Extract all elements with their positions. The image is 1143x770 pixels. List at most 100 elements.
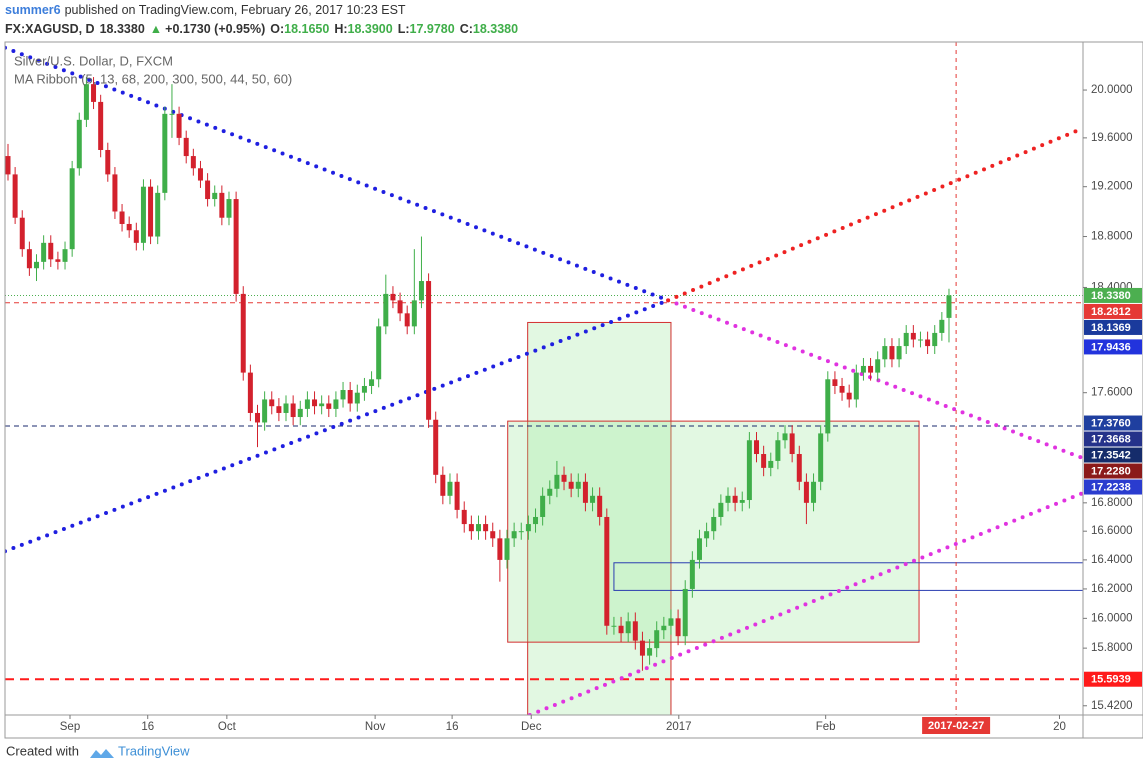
price-label-box <box>1084 671 1142 687</box>
candle-body <box>682 588 688 637</box>
candle-body <box>254 412 260 423</box>
candle-body <box>832 379 838 386</box>
y-tick-label: 15.4200 <box>1091 700 1133 712</box>
candle-body <box>155 192 161 237</box>
price-label: 17.2280 <box>1091 465 1131 477</box>
price-label-box <box>1084 339 1142 355</box>
candle-body <box>333 399 339 409</box>
legend-study: MA Ribbon (5, 13, 68, 200, 300, 500, 44,… <box>14 71 292 86</box>
candle-body <box>376 326 382 380</box>
y-tick-label: 16.0000 <box>1091 612 1133 624</box>
candle-body <box>433 419 439 475</box>
candle-body <box>369 379 375 386</box>
candle-body <box>397 300 403 314</box>
price-label: 17.3760 <box>1091 417 1131 429</box>
candle-body <box>939 319 945 333</box>
footer-brand[interactable]: TradingView <box>118 743 190 758</box>
footer-created: Created with <box>6 743 79 758</box>
candle-body <box>212 192 218 200</box>
price-label: 17.3668 <box>1091 433 1131 445</box>
y-tick-label: 20.0000 <box>1091 84 1133 96</box>
candle-body <box>875 359 881 373</box>
candle-body <box>69 168 75 250</box>
price-label-box <box>1084 447 1142 463</box>
zone-rect <box>613 562 1083 591</box>
candle-body <box>761 454 767 468</box>
symbol-line: FX:XAGUSD, D 18.3380 ▲ +0.1730 (+0.95%) O:18… <box>5 22 518 36</box>
candle-body <box>112 174 118 212</box>
price-label: 15.5939 <box>1091 674 1131 686</box>
x-tick-label: 20 <box>1053 721 1066 733</box>
l-key: L: <box>398 22 410 36</box>
candle-body <box>475 524 481 532</box>
price-label-box <box>1084 463 1142 479</box>
candle-body <box>233 199 239 294</box>
y-tick-label: 18.8000 <box>1091 231 1133 243</box>
axes: 20.000019.600019.200018.800018.400017.60… <box>60 84 1142 734</box>
candle-body <box>247 372 253 413</box>
x-tick-label: Sep <box>60 721 80 733</box>
candle-body <box>404 313 410 327</box>
candle-body <box>932 332 938 347</box>
candle-body <box>55 259 61 262</box>
candle-body <box>789 433 795 455</box>
candle-body <box>26 249 32 269</box>
candle-body <box>668 618 674 626</box>
candle-body <box>732 495 738 503</box>
date-marker-box <box>922 717 991 734</box>
author[interactable]: summer6 <box>5 3 61 17</box>
candle-body <box>41 242 47 262</box>
candle-body <box>418 281 424 301</box>
candle-body <box>283 403 289 413</box>
candle-body <box>946 295 952 318</box>
price-label-box <box>1084 319 1142 335</box>
y-tick-label: 19.6000 <box>1091 132 1133 144</box>
candle-body <box>704 531 710 539</box>
candle-body <box>611 625 617 627</box>
y-tick-label: 16.8000 <box>1091 497 1133 509</box>
trend-line <box>666 127 1083 303</box>
candle-body <box>197 168 203 181</box>
candle-body <box>19 217 25 250</box>
candle-body <box>76 119 82 169</box>
candle-body <box>725 495 731 503</box>
candle-body <box>490 531 496 539</box>
candle-body <box>105 149 111 175</box>
x-tick-label: Nov <box>365 721 386 733</box>
candle-body <box>34 261 40 269</box>
candle-body <box>889 346 895 360</box>
candle-body <box>675 618 681 637</box>
candle-body <box>696 538 702 560</box>
x-tick-label: Oct <box>218 721 237 733</box>
candle-body <box>411 300 417 327</box>
price-label: 17.2238 <box>1091 481 1131 493</box>
candle-body <box>575 481 581 489</box>
candle-body <box>262 399 268 423</box>
symbol: FX:XAGUSD, D <box>5 22 95 36</box>
y-tick-label: 17.6000 <box>1091 387 1133 399</box>
price-label-box <box>1084 287 1142 303</box>
candle-body <box>468 524 474 532</box>
candle-body <box>582 481 588 503</box>
candle-body <box>910 332 916 340</box>
candle-body <box>860 365 866 373</box>
trend-line <box>5 298 671 554</box>
x-tick-label: Feb <box>816 721 836 733</box>
candle-body <box>497 538 503 560</box>
candle-body <box>568 481 574 489</box>
candle-body <box>340 390 346 400</box>
candle-body <box>269 399 275 407</box>
candle-body <box>62 249 68 262</box>
candle-body <box>304 399 310 409</box>
price-label-box <box>1084 415 1142 431</box>
candle-body <box>846 392 852 400</box>
x-tick-label: Dec <box>521 721 542 733</box>
y-tick-label: 16.4000 <box>1091 554 1133 566</box>
candle-body <box>518 531 524 533</box>
price-label: 17.3542 <box>1091 449 1131 461</box>
candle-body <box>326 403 332 409</box>
frame <box>4 41 1143 739</box>
candle-body <box>739 500 745 503</box>
arrow: ▲ <box>150 22 162 36</box>
